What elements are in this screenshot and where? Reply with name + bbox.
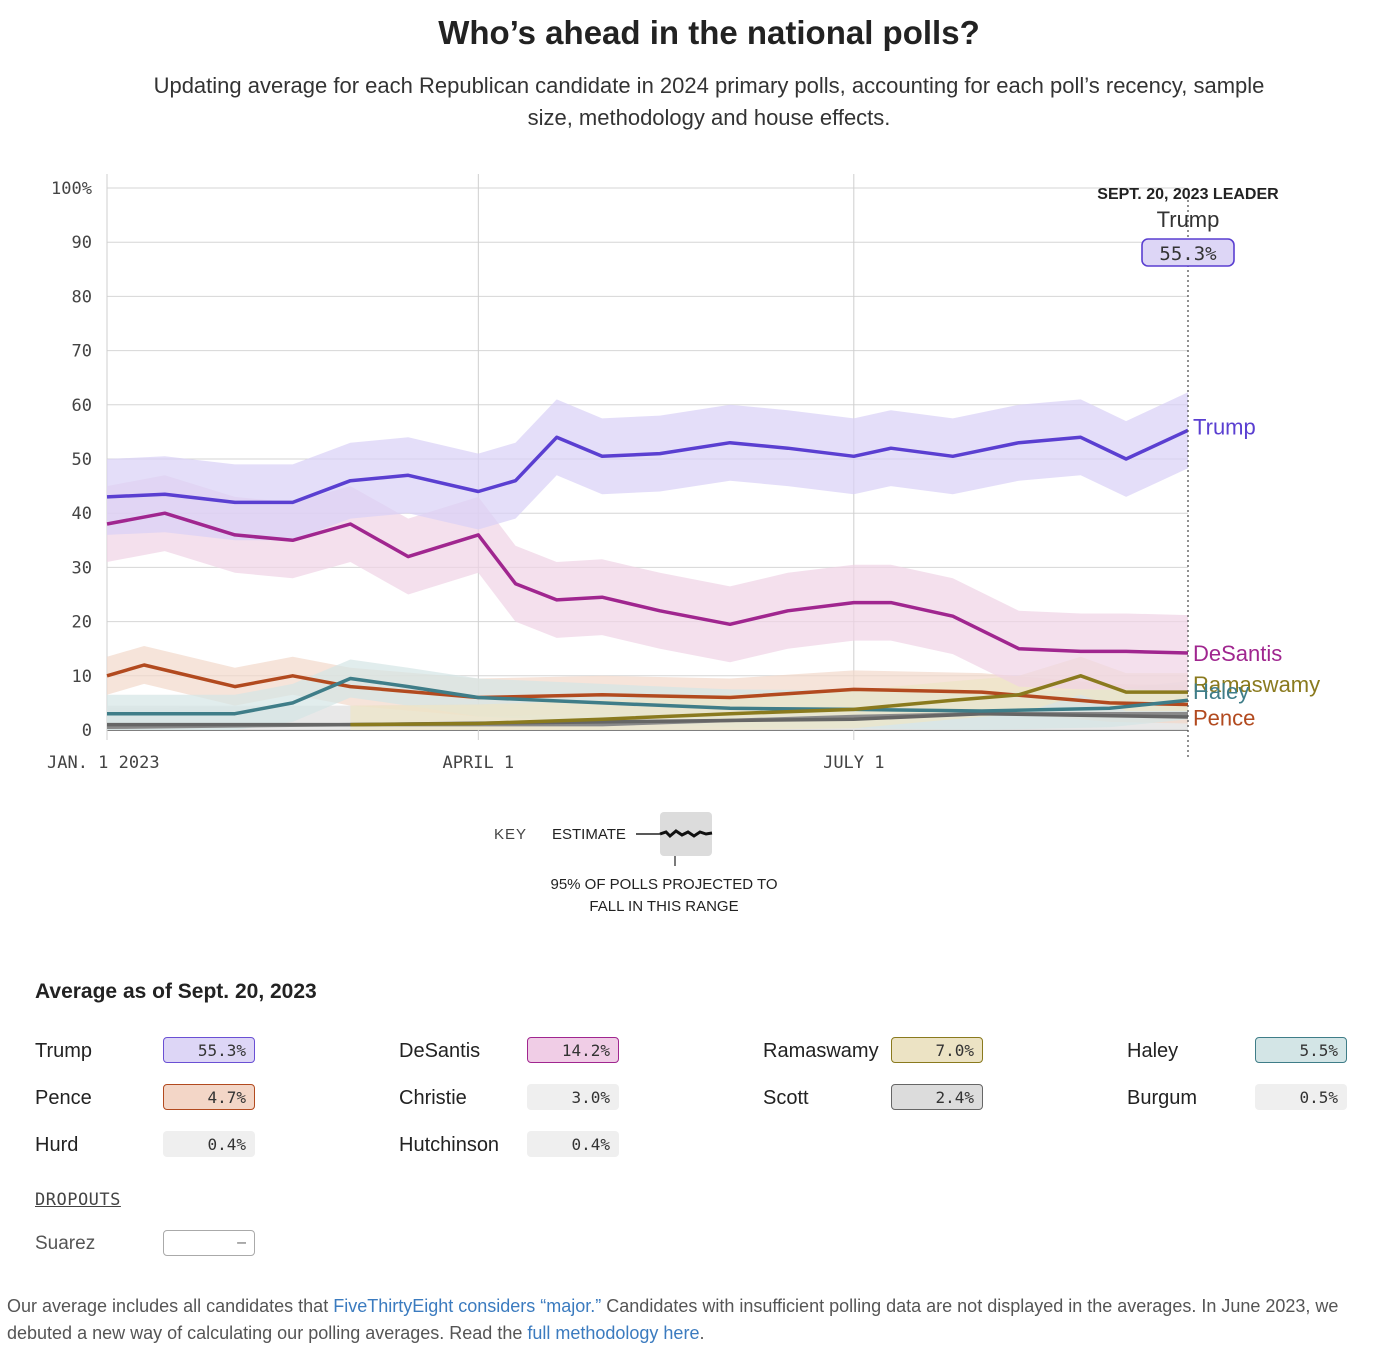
end-label-desantis: DeSantis — [1193, 641, 1282, 666]
y-tick-label: 30 — [72, 558, 92, 578]
y-tick-label: 60 — [72, 396, 92, 416]
average-row-christie: Christie 3.0% — [399, 1084, 729, 1114]
candidate-average: 0.5% — [1255, 1084, 1347, 1110]
candidate-name: Trump — [35, 1040, 93, 1062]
x-tick-label: APRIL 1 — [443, 753, 515, 773]
methodology-link[interactable]: full methodology here — [527, 1323, 700, 1343]
candidate-average: 55.3% — [163, 1037, 255, 1063]
averages-heading: Average as of Sept. 20, 2023 — [35, 980, 317, 1003]
footnote-text-1: Our average includes all candidates that — [7, 1296, 334, 1316]
line-haley — [107, 676, 1189, 716]
candidate-name: Pence — [35, 1087, 92, 1109]
y-tick-label: 70 — [72, 342, 92, 362]
dropout-name: Suarez — [35, 1233, 96, 1254]
poll-chart: 100% 90 80 70 60 50 40 30 20 10 0 JAN. 1 2023 APRIL … — [47, 174, 1320, 773]
y-tick-label: 80 — [72, 287, 92, 307]
key-swatch — [636, 812, 713, 866]
candidate-average: 7.0% — [891, 1037, 983, 1063]
end-label-trump: Trump — [1193, 414, 1256, 439]
y-tick-label: 100% — [51, 179, 92, 199]
y-tick-label: 90 — [72, 233, 92, 253]
line-desantis — [106, 511, 1189, 655]
y-tick-label: 10 — [72, 667, 92, 687]
average-row-pence: Pence 4.7% — [35, 1084, 365, 1114]
footnote-text-3: . — [699, 1323, 705, 1343]
leader-name: Trump — [1157, 207, 1220, 232]
leader-value-box — [1141, 238, 1235, 267]
dropout-value: – — [163, 1230, 255, 1256]
end-label-haley: Haley — [1193, 679, 1249, 704]
average-row-burgum: Burgum 0.5% — [1127, 1084, 1400, 1114]
line-trump — [106, 428, 1189, 505]
y-tick-label: 20 — [72, 613, 92, 633]
key-label: KEY — [494, 826, 528, 843]
line-ramaswamy — [350, 674, 1188, 727]
candidate-name: Ramaswamy — [763, 1040, 879, 1062]
x-tick-label: JULY 1 — [823, 753, 884, 773]
leader-heading: SEPT. 20, 2023 LEADER — [1097, 186, 1279, 203]
line-pence — [106, 663, 1189, 707]
x-tick-label: JAN. 1 2023 — [47, 753, 160, 773]
candidate-average: 3.0% — [527, 1084, 619, 1110]
average-row-scott: Scott 2.4% — [763, 1084, 1093, 1114]
leader-annotation: SEPT. 20, 2023 LEADER Trump 55.3% — [1097, 186, 1279, 758]
candidate-average: 0.4% — [163, 1131, 255, 1157]
candidate-name: DeSantis — [399, 1040, 481, 1062]
average-row-hurd: Hurd 0.4% — [35, 1131, 365, 1161]
candidate-name: Scott — [763, 1087, 809, 1109]
key-estimate-label: ESTIMATE — [552, 826, 626, 843]
candidate-average: 0.4% — [527, 1131, 619, 1157]
average-lines — [106, 428, 1189, 730]
candidate-name: Hutchinson — [399, 1134, 500, 1156]
line-scott — [107, 711, 1189, 727]
candidate-average: 5.5% — [1255, 1037, 1347, 1063]
candidate-name: Christie — [399, 1087, 467, 1109]
average-row-ramaswamy: Ramaswamy 7.0% — [763, 1037, 1093, 1067]
major-candidates-link[interactable]: FiveThirtyEight considers “major.” — [333, 1296, 602, 1316]
candidate-average: 14.2% — [527, 1037, 619, 1063]
leader-value: 55.3% — [1159, 243, 1217, 265]
candidate-name: Hurd — [35, 1134, 79, 1156]
end-label-ramaswamy: Ramaswamy — [1193, 672, 1320, 697]
band-trump — [107, 392, 1188, 541]
chart-key: KEY ESTIMATE 95% OF POLLS PROJECTED TO F… — [494, 812, 824, 922]
y-tick-label: 0 — [82, 721, 92, 741]
band-desantis — [107, 475, 1188, 691]
average-row-trump: Trump 55.3% — [35, 1037, 365, 1067]
candidate-name: Burgum — [1127, 1087, 1198, 1109]
candidate-average: 2.4% — [891, 1084, 983, 1110]
y-tick-label: 40 — [72, 504, 92, 524]
key-range-label: 95% OF POLLS PROJECTED TO FALL IN THIS R… — [550, 876, 778, 915]
chart-title: Who’s ahead in the national polls? — [438, 14, 980, 51]
y-tick-label: 50 — [72, 450, 92, 470]
candidate-average: 4.7% — [163, 1084, 255, 1110]
footnote-text-2: Candidates with insufficient polling dat… — [7, 1296, 1339, 1343]
footnote: Our average includes all candidates that… — [7, 1293, 1397, 1347]
average-row-desantis: DeSantis 14.2% — [399, 1037, 729, 1067]
end-label-pence: Pence — [1193, 706, 1255, 731]
key-estimate-line — [659, 829, 713, 839]
average-row-haley: Haley 5.5% — [1127, 1037, 1400, 1067]
average-row-hutchinson: Hutchinson 0.4% — [399, 1131, 729, 1161]
candidate-name: Haley — [1127, 1040, 1179, 1062]
chart-subtitle: Updating average for each Republican can… — [153, 73, 1265, 130]
dropouts-title[interactable]: DROPOUTS — [35, 1190, 121, 1210]
